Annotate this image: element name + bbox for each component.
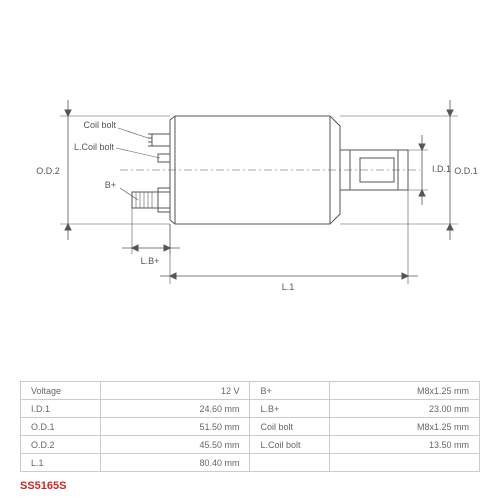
- spec-label: L.B+: [250, 400, 330, 418]
- spec-label: B+: [250, 382, 330, 400]
- spec-value: 12 V: [100, 382, 250, 400]
- spec-label: [250, 454, 330, 472]
- spec-value: 23.00 mm: [330, 400, 480, 418]
- spec-label: I.D.1: [21, 400, 101, 418]
- spec-label: L.1: [21, 454, 101, 472]
- spec-value: 80.40 mm: [100, 454, 250, 472]
- engineering-diagram: O.D.2 O.D.1 I.D.1 L.1 L.B+ B+ Coil bolt …: [20, 10, 480, 340]
- label-id1: I.D.1: [432, 164, 451, 174]
- part-number: SS5165S: [20, 480, 66, 492]
- label-l1: L.1: [282, 282, 295, 292]
- spec-value: 51.50 mm: [100, 418, 250, 436]
- spec-value: [330, 454, 480, 472]
- table-row: L.180.40 mm: [21, 454, 480, 472]
- spec-value: M8x1.25 mm: [330, 382, 480, 400]
- spec-label: O.D.2: [21, 436, 101, 454]
- spec-value: 45.50 mm: [100, 436, 250, 454]
- table-row: O.D.151.50 mmCoil boltM8x1.25 mm: [21, 418, 480, 436]
- spec-table: Voltage12 VB+M8x1.25 mmI.D.124.60 mmL.B+…: [20, 381, 480, 472]
- label-l-coil-bolt: L.Coil bolt: [74, 142, 115, 152]
- spec-value: M8x1.25 mm: [330, 418, 480, 436]
- label-b-plus: B+: [105, 180, 116, 190]
- diagram-svg: O.D.2 O.D.1 I.D.1 L.1 L.B+ B+ Coil bolt …: [20, 10, 480, 340]
- table-row: Voltage12 VB+M8x1.25 mm: [21, 382, 480, 400]
- table-row: I.D.124.60 mmL.B+23.00 mm: [21, 400, 480, 418]
- label-od1: O.D.1: [454, 166, 478, 176]
- table-row: O.D.245.50 mmL.Coil bolt13.50 mm: [21, 436, 480, 454]
- label-coil-bolt: Coil bolt: [83, 120, 116, 130]
- spec-label: O.D.1: [21, 418, 101, 436]
- spec-value: 24.60 mm: [100, 400, 250, 418]
- label-lb-plus: L.B+: [141, 256, 160, 266]
- spec-label: L.Coil bolt: [250, 436, 330, 454]
- spec-label: Voltage: [21, 382, 101, 400]
- spec-label: Coil bolt: [250, 418, 330, 436]
- spec-value: 13.50 mm: [330, 436, 480, 454]
- label-od2: O.D.2: [36, 166, 60, 176]
